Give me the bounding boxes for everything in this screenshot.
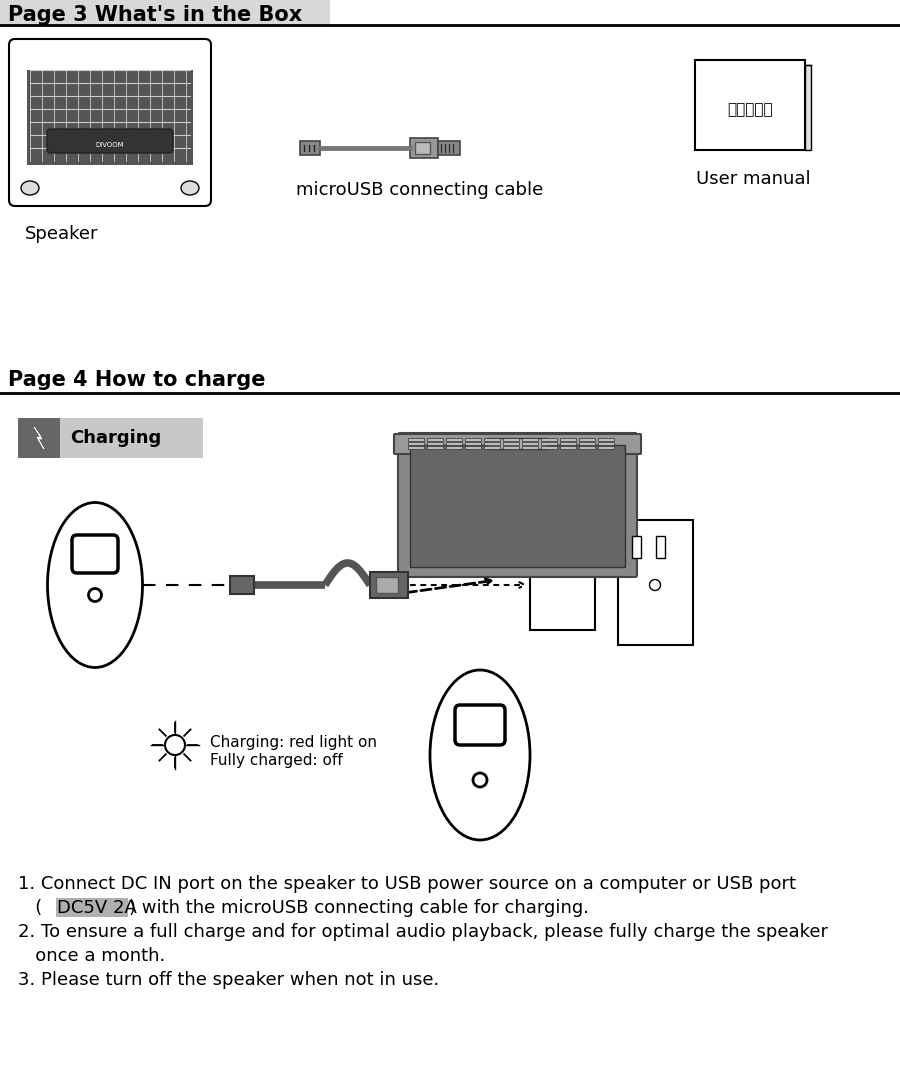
Bar — [465, 446, 481, 449]
Bar — [695, 60, 805, 150]
Bar — [410, 445, 625, 567]
Text: microUSB connecting cable: microUSB connecting cable — [296, 181, 544, 199]
Text: DC5V 2A: DC5V 2A — [57, 899, 137, 917]
FancyBboxPatch shape — [72, 534, 118, 573]
Bar — [503, 438, 519, 441]
Bar — [427, 441, 443, 445]
Bar — [579, 446, 595, 449]
Bar — [408, 441, 424, 445]
Bar — [60, 418, 203, 458]
Bar — [438, 141, 460, 155]
Bar — [446, 438, 462, 441]
Bar — [503, 441, 519, 445]
Bar — [656, 536, 665, 558]
Bar — [598, 446, 614, 449]
Ellipse shape — [48, 502, 142, 667]
Text: User manual: User manual — [696, 170, 810, 188]
Text: Fully charged: off: Fully charged: off — [210, 753, 343, 768]
Ellipse shape — [165, 735, 185, 755]
Bar — [579, 438, 595, 441]
Text: 使用说明书: 使用说明书 — [727, 103, 773, 118]
Bar — [427, 438, 443, 441]
Bar — [300, 141, 320, 155]
Bar — [541, 441, 557, 445]
Ellipse shape — [430, 670, 530, 840]
Bar — [530, 540, 595, 630]
Text: DIVOOM: DIVOOM — [95, 142, 124, 148]
Bar — [503, 446, 519, 449]
Bar — [632, 536, 641, 558]
Bar — [408, 438, 424, 441]
Bar — [415, 142, 430, 154]
Text: (: ( — [18, 899, 42, 917]
Bar — [805, 65, 811, 150]
Text: ) with the microUSB connecting cable for charging.: ) with the microUSB connecting cable for… — [129, 899, 589, 917]
Bar — [56, 898, 128, 917]
Bar — [598, 441, 614, 445]
Ellipse shape — [88, 589, 102, 602]
Bar — [560, 446, 576, 449]
FancyBboxPatch shape — [398, 433, 637, 577]
Text: Charging: red light on: Charging: red light on — [210, 735, 377, 750]
FancyBboxPatch shape — [394, 434, 641, 454]
Bar — [560, 441, 576, 445]
Ellipse shape — [650, 579, 661, 590]
Bar — [541, 446, 557, 449]
Ellipse shape — [21, 181, 39, 195]
FancyBboxPatch shape — [9, 38, 211, 206]
Ellipse shape — [473, 773, 487, 787]
Bar — [598, 438, 614, 441]
Text: Charging: Charging — [70, 429, 161, 447]
Bar — [522, 441, 538, 445]
Text: Speaker: Speaker — [25, 224, 98, 243]
Bar — [27, 69, 193, 165]
Bar — [484, 446, 500, 449]
Bar — [487, 438, 547, 449]
Bar — [446, 441, 462, 445]
Text: Page 3 What's in the Box: Page 3 What's in the Box — [8, 5, 302, 25]
Bar — [230, 576, 254, 594]
Polygon shape — [34, 427, 44, 449]
Bar — [410, 138, 438, 158]
Bar — [522, 438, 538, 441]
Bar — [408, 446, 424, 449]
Bar — [18, 418, 60, 458]
Bar — [465, 441, 481, 445]
Bar — [522, 446, 538, 449]
Bar — [560, 438, 576, 441]
Bar — [541, 438, 557, 441]
Bar — [370, 572, 408, 598]
Bar — [484, 438, 500, 441]
Bar — [484, 441, 500, 445]
Text: Page 4 How to charge: Page 4 How to charge — [8, 370, 266, 390]
Text: once a month.: once a month. — [18, 947, 166, 965]
Bar — [579, 441, 595, 445]
FancyBboxPatch shape — [47, 129, 173, 153]
Text: 3. Please turn off the speaker when not in use.: 3. Please turn off the speaker when not … — [18, 971, 439, 989]
Bar — [376, 577, 398, 593]
Bar — [618, 520, 693, 645]
Bar — [465, 438, 481, 441]
Bar — [446, 446, 462, 449]
Text: 2. To ensure a full charge and for optimal audio playback, please fully charge t: 2. To ensure a full charge and for optim… — [18, 923, 828, 941]
FancyBboxPatch shape — [455, 704, 505, 745]
Bar — [427, 446, 443, 449]
Text: 1. Connect DC IN port on the speaker to USB power source on a computer or USB po: 1. Connect DC IN port on the speaker to … — [18, 876, 796, 893]
Ellipse shape — [181, 181, 199, 195]
Bar — [0, 0, 330, 25]
